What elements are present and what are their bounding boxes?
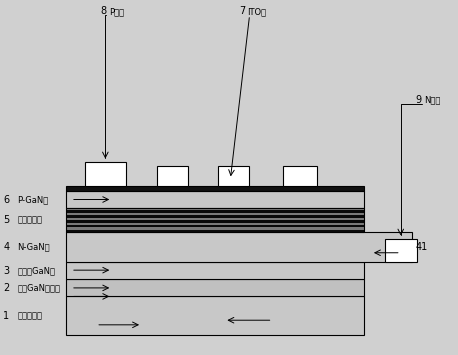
Text: P-GaN层: P-GaN层 [17,195,49,204]
Text: 6: 6 [3,195,9,204]
Bar [283,166,317,186]
Text: 低温GaN缓冲层: 低温GaN缓冲层 [17,283,60,293]
Bar [66,211,364,213]
Text: 蓝宝石衬底: 蓝宝石衬底 [17,311,43,321]
Bar [66,191,364,208]
Bar [66,215,364,218]
Text: 不掺杂GaN层: 不掺杂GaN层 [17,266,55,275]
Text: 多量子阱层: 多量子阱层 [17,215,43,225]
Text: 5: 5 [3,215,10,225]
Bar [66,223,364,225]
Bar [66,279,364,296]
Bar [85,162,126,186]
Text: ITO层: ITO层 [247,7,267,16]
Bar [385,239,417,262]
Bar [66,227,364,230]
Text: 9: 9 [415,95,421,105]
Text: 3: 3 [3,266,9,275]
Bar [66,208,364,211]
Bar [66,220,364,223]
Text: 4: 4 [3,242,9,252]
Text: 1: 1 [3,311,9,321]
Bar [66,296,364,335]
Text: P电极: P电极 [109,7,124,16]
Text: 8: 8 [101,6,107,16]
Text: 41: 41 [416,242,428,252]
Bar [66,186,364,191]
Bar [66,225,364,227]
Text: N电极: N电极 [424,95,440,105]
Bar [66,208,364,232]
Text: 7: 7 [239,6,245,16]
Bar [66,218,364,220]
Bar [66,213,364,215]
Text: N-GaN层: N-GaN层 [17,242,50,251]
Bar [66,262,364,279]
Bar [157,166,188,186]
Bar [66,232,412,262]
Bar [218,166,249,186]
Bar [66,230,364,232]
Text: 2: 2 [3,283,10,293]
